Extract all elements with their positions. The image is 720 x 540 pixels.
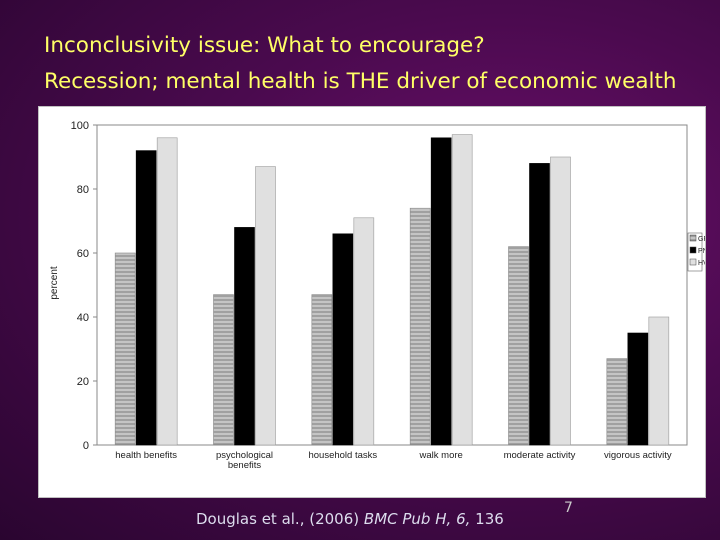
x-tick-label: vigorous activity xyxy=(604,450,672,461)
title-line-1: Inconclusivity issue: What to encourage? xyxy=(44,33,485,58)
legend-swatch-hv xyxy=(689,258,697,266)
x-tick-label: walk more xyxy=(419,450,463,461)
bar-hv xyxy=(451,134,473,446)
bar-gp xyxy=(508,246,529,446)
slide-title: Inconclusivity issue: What to encourage?… xyxy=(44,28,714,100)
page-number: 7 xyxy=(564,500,573,516)
y-tick-label: 20 xyxy=(77,376,89,388)
y-tick-label: 60 xyxy=(77,248,89,260)
y-tick-label: 80 xyxy=(77,184,89,196)
y-axis: 0 20 40 60 80 100 xyxy=(71,120,97,452)
bar-hv xyxy=(550,156,571,446)
chart-legend: GP PN HV xyxy=(687,232,708,272)
citation: Douglas et al., (2006) BMC Pub H, 6, 136 xyxy=(196,510,504,528)
bar-pn xyxy=(529,163,550,446)
bar-pn xyxy=(430,137,452,446)
y-axis-label: percent xyxy=(49,266,60,300)
bar-hv xyxy=(156,137,178,446)
legend-label: HV xyxy=(698,260,705,267)
citation-authors: Douglas et al., (2006) xyxy=(196,510,360,528)
bar-pn xyxy=(627,332,649,446)
bar-hv xyxy=(648,316,670,446)
title-line-2: Recession; mental health is THE driver o… xyxy=(44,69,677,94)
x-tick-label: moderate activity xyxy=(504,450,576,461)
bar-gp xyxy=(409,207,431,446)
bar-pn xyxy=(135,150,157,446)
citation-volume: 6, xyxy=(456,510,471,528)
x-tick-label: health benefits xyxy=(115,450,177,461)
bar-hv xyxy=(353,217,375,446)
bar-pn xyxy=(234,227,255,446)
x-tick-label: household tasks xyxy=(308,450,377,461)
x-axis: health benefits psychological benefits hous… xyxy=(115,450,672,471)
y-tick-label: 40 xyxy=(77,312,89,324)
citation-journal: BMC Pub H, xyxy=(363,510,452,528)
bar-gp xyxy=(606,358,628,446)
citation-pages: 136 xyxy=(475,510,504,528)
chart-panel: 0 20 40 60 80 100 health benefits psychologica… xyxy=(38,106,708,498)
bar-chart: 0 20 40 60 80 100 health benefits psychologica… xyxy=(49,120,708,471)
bar-hv xyxy=(255,166,276,446)
bar-pn xyxy=(332,233,354,446)
y-tick-label: 0 xyxy=(83,440,89,452)
x-tick-label: psychological benefits xyxy=(216,450,273,471)
bar-gp xyxy=(311,294,333,446)
legend-swatch-pn xyxy=(689,246,697,254)
legend-swatch-gp xyxy=(689,234,697,242)
legend-label: GP xyxy=(698,236,705,243)
bar-gp xyxy=(213,294,234,446)
bars xyxy=(114,134,670,446)
legend-label: PN xyxy=(698,248,705,255)
y-tick-label: 100 xyxy=(71,120,89,132)
bar-gp xyxy=(114,252,136,446)
plot-area xyxy=(96,124,688,446)
